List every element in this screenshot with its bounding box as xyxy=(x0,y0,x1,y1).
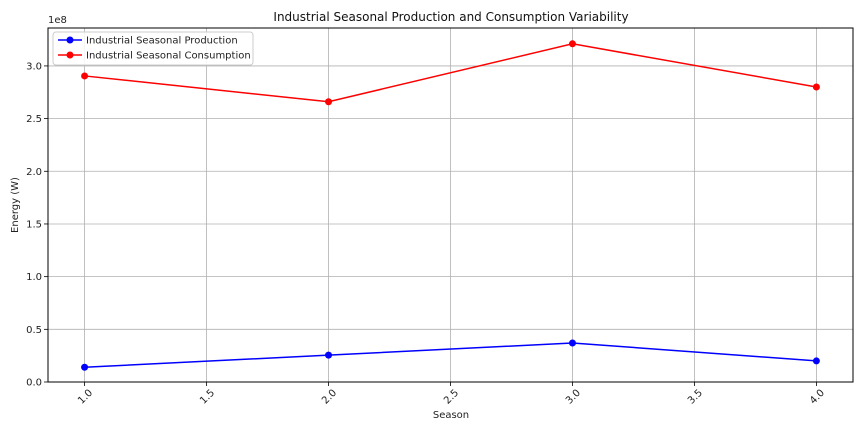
data-point-series-1 xyxy=(325,98,333,106)
x-tick-label: 2.5 xyxy=(442,388,461,407)
x-tick-label: 3.5 xyxy=(686,388,705,407)
x-axis-label: Season xyxy=(433,410,469,421)
x-tick-label: 1.5 xyxy=(198,388,217,407)
x-tick-label: 3.0 xyxy=(564,388,583,407)
y-axis-ticks: 0.0 0.5 1.0 1.5 2.0 2.5 3.0 xyxy=(26,61,48,389)
y-tick-label: 2.0 xyxy=(26,167,42,178)
legend-label-consumption: Industrial Seasonal Consumption xyxy=(86,51,251,62)
data-point-series-0 xyxy=(81,363,89,371)
legend-marker-consumption xyxy=(66,51,74,59)
grid-lines xyxy=(48,28,853,383)
y-tick-label: 1.0 xyxy=(26,272,42,283)
x-axis-ticks: 1.0 1.5 2.0 2.5 3.0 3.5 4.0 xyxy=(76,382,827,407)
data-point-series-1 xyxy=(568,40,576,48)
y-tick-label: 1.5 xyxy=(26,219,42,230)
x-tick-label: 4.0 xyxy=(808,388,827,407)
x-tick-label: 1.0 xyxy=(76,388,95,407)
series-layer xyxy=(81,40,820,371)
y-axis-multiplier: 1e8 xyxy=(48,15,67,26)
y-tick-label: 0.0 xyxy=(26,378,42,389)
series-line-0 xyxy=(84,342,817,368)
y-tick-label: 2.5 xyxy=(26,114,42,125)
data-point-series-1 xyxy=(81,72,89,80)
legend-label-production: Industrial Seasonal Production xyxy=(86,36,238,47)
data-point-series-1 xyxy=(812,83,820,91)
legend-marker-production xyxy=(66,36,74,44)
legend: Industrial Seasonal Production Industria… xyxy=(52,31,254,66)
legend-box xyxy=(52,31,254,66)
data-point-series-0 xyxy=(325,351,333,359)
chart-title: Industrial Seasonal Production and Consu… xyxy=(273,10,628,24)
y-axis-label: Energy (W) xyxy=(10,177,21,233)
data-point-series-0 xyxy=(812,357,820,365)
series-line-1 xyxy=(84,43,817,103)
x-tick-label: 2.0 xyxy=(320,388,339,407)
y-tick-label: 3.0 xyxy=(26,61,42,72)
y-tick-label: 0.5 xyxy=(26,325,42,336)
data-point-series-0 xyxy=(568,339,576,347)
